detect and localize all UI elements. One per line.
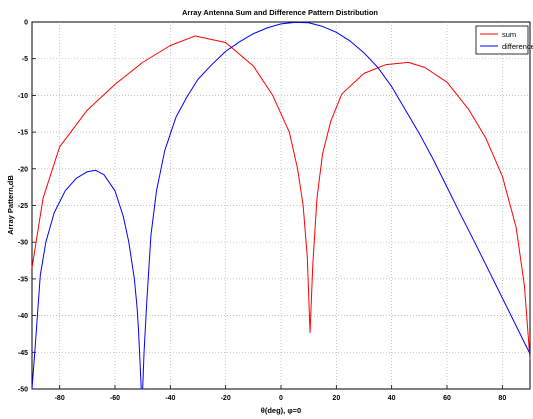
y-tick-label: -40 [18, 313, 28, 320]
axis-ticks: -80 -60 -40 -20 0 20 40 60 80 0 -5 -10 -15 -20 -25 -30 -… [18, 20, 506, 403]
y-tick-label: -20 [18, 166, 28, 173]
y-tick-label: -50 [18, 387, 28, 394]
chart-title: Array Antenna Sum and Difference Pattern… [182, 8, 378, 17]
x-tick-label: 60 [443, 395, 451, 402]
y-axis-label: Array Pattern,dB [6, 175, 15, 235]
series-line-difference [31, 21, 531, 390]
x-tick-label: 20 [332, 395, 340, 402]
legend-box [475, 25, 529, 55]
x-tick-label: -60 [110, 395, 120, 402]
x-tick-label: -80 [55, 395, 65, 402]
y-tick-label: -35 [18, 276, 28, 283]
y-tick-label: 0 [24, 20, 28, 27]
legend: sum difference [475, 25, 533, 55]
y-tick-label: -10 [18, 93, 28, 100]
x-tick-label: -40 [165, 395, 175, 402]
grid-lines [32, 22, 530, 389]
x-tick-label: 40 [388, 395, 396, 402]
x-tick-label: 80 [498, 395, 506, 402]
y-tick-label: -45 [18, 350, 28, 357]
legend-label-difference: difference [502, 42, 533, 51]
x-tick-label: -20 [221, 395, 231, 402]
y-tick-label: -30 [18, 240, 28, 247]
x-tick-label: 0 [279, 395, 283, 402]
series-line-sum [31, 35, 531, 360]
series-lines [31, 21, 531, 390]
y-tick-label: -15 [18, 130, 28, 137]
y-tick-label: -25 [18, 203, 28, 210]
legend-label-sum: sum [502, 30, 516, 39]
y-tick-label: -5 [22, 56, 28, 63]
x-axis-label: θ(deg), φ=0 [261, 406, 301, 415]
